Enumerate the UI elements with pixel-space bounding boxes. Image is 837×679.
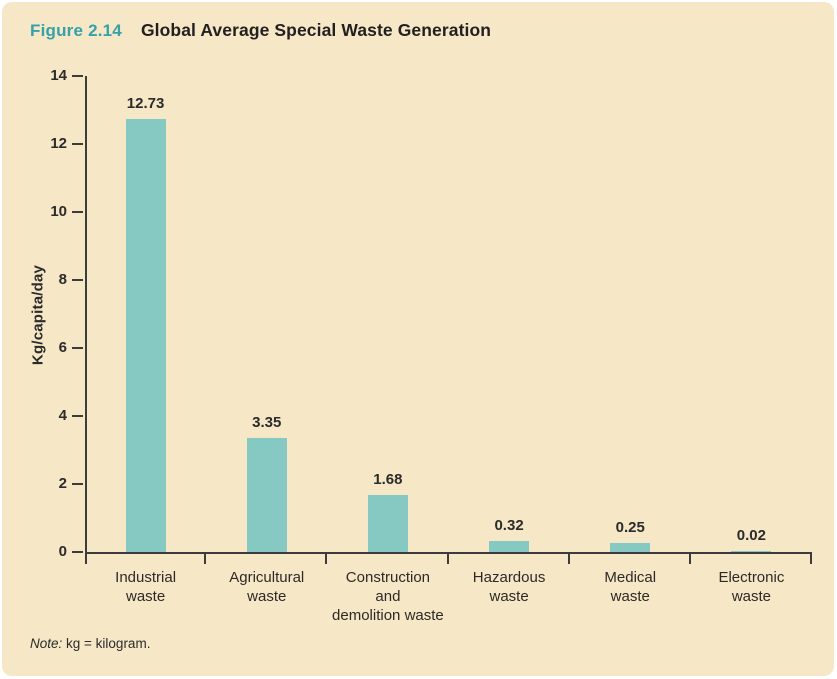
y-axis-tick-label: 12 bbox=[50, 135, 67, 152]
y-axis-tick-label: 8 bbox=[58, 271, 67, 288]
x-axis-category-label: Hazardous waste bbox=[472, 569, 546, 605]
y-axis-tick-label: 2 bbox=[58, 475, 67, 492]
bar-value-label: 0.32 bbox=[494, 517, 524, 534]
x-axis-category-label: Electronic waste bbox=[718, 569, 785, 605]
bar bbox=[367, 495, 408, 552]
y-axis-tick bbox=[72, 279, 83, 281]
y-axis-tick-label: 10 bbox=[50, 203, 67, 220]
note-prefix: Note: bbox=[30, 636, 63, 651]
y-axis-tick bbox=[72, 347, 83, 349]
bar-value-label: 12.73 bbox=[126, 95, 165, 112]
y-axis-tick-label: 4 bbox=[58, 407, 67, 424]
x-axis-tick bbox=[204, 554, 207, 564]
x-axis-tick bbox=[688, 554, 691, 564]
x-axis-tick bbox=[810, 554, 812, 564]
x-axis-tick bbox=[446, 554, 449, 564]
bar bbox=[125, 119, 166, 552]
y-axis-tick-label: 14 bbox=[50, 67, 67, 84]
y-axis-tick-label: 0 bbox=[58, 543, 67, 560]
x-axis-tick bbox=[567, 554, 570, 564]
x-axis-category-label: Agricultural waste bbox=[229, 569, 305, 605]
figure-header: Figure 2.14 Global Average Special Waste… bbox=[30, 20, 491, 41]
x-axis-category-label: Industrial waste bbox=[115, 569, 177, 605]
bar bbox=[610, 543, 651, 552]
y-axis-tick bbox=[72, 211, 83, 213]
y-axis-tick bbox=[72, 551, 83, 553]
y-axis-tick-label: 6 bbox=[58, 339, 67, 356]
bar-value-label: 0.02 bbox=[736, 527, 766, 544]
bar bbox=[731, 551, 772, 552]
y-axis-tick bbox=[72, 415, 83, 417]
x-axis-category-label: Medical waste bbox=[604, 569, 657, 605]
bar-value-label: 3.35 bbox=[252, 414, 282, 431]
bar bbox=[246, 438, 287, 552]
x-axis-line bbox=[85, 552, 812, 554]
bar-value-label: 1.68 bbox=[373, 471, 403, 488]
x-axis-tick bbox=[325, 554, 328, 564]
figure-title: Global Average Special Waste Generation bbox=[140, 20, 492, 40]
bar bbox=[489, 541, 530, 552]
figure-number-label: Figure 2.14 bbox=[30, 21, 122, 40]
note-text: kg = kilogram. bbox=[62, 636, 151, 651]
y-axis-line bbox=[85, 76, 87, 564]
figure-note: Note: kg = kilogram. bbox=[30, 636, 150, 651]
y-axis-tick bbox=[72, 143, 83, 145]
bar-chart-plot-area: 0 2 4 6 8 10 12 14 12.73 Industrial waste 3.35 Agri… bbox=[50, 67, 812, 624]
bar-value-label: 0.25 bbox=[615, 519, 645, 536]
y-axis-tick bbox=[72, 75, 83, 77]
x-axis-category-label: Construction and demolition waste bbox=[332, 569, 444, 624]
y-axis-tick bbox=[72, 483, 83, 485]
